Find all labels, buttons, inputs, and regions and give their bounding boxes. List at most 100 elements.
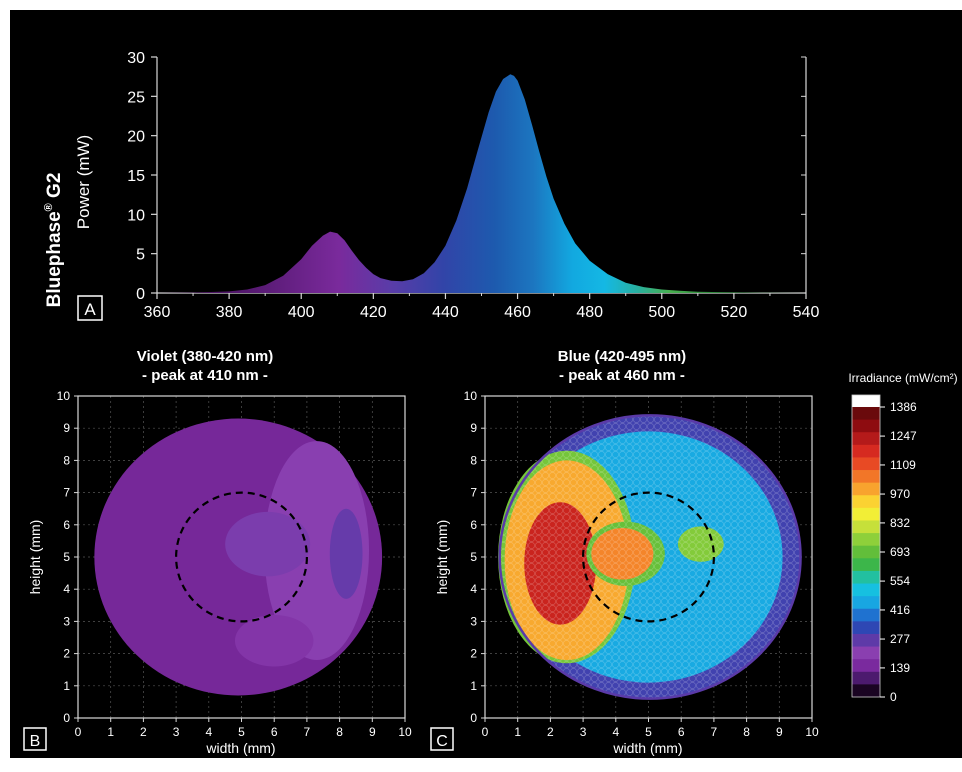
spectrum-xtick-label: 360 xyxy=(144,304,171,321)
colorbar-title: Irradiance (mW/cm²) xyxy=(848,371,957,385)
spectrum-ylabel: Power (mW) xyxy=(74,135,93,229)
violet-subtitle: - peak at 410 nm - xyxy=(142,367,268,384)
spectrum-xtick-label: 460 xyxy=(504,304,531,321)
colorbar-cell xyxy=(852,444,880,458)
spectrum-ytick-label: 10 xyxy=(127,207,145,224)
spectrum-xtick-label: 540 xyxy=(793,304,820,321)
ytick-label: 1 xyxy=(63,679,70,693)
spectrum-ytick-label: 25 xyxy=(127,89,145,106)
blue-heatmap-panel: Blue (420-495 nm) - peak at 460 nm - 0 1 2… xyxy=(430,348,819,756)
spectrum-ytick-label: 0 xyxy=(136,286,145,303)
spectrum-ytick-label: 15 xyxy=(127,168,145,185)
ytick-label: 6 xyxy=(470,518,477,532)
panel-b-box xyxy=(23,727,47,751)
colorbar-cell xyxy=(852,596,880,610)
colorbar-tick-label: 1109 xyxy=(890,458,916,472)
ytick-label: 0 xyxy=(63,711,70,725)
ytick-label: 5 xyxy=(470,550,477,564)
blue-title: Blue (420-495 nm) xyxy=(558,348,686,365)
irradiance-region xyxy=(234,614,314,667)
figure-canvas: Bluephase® G2 Power (mW) 360 380 400 420 440… xyxy=(10,10,962,758)
xtick-label: 10 xyxy=(805,725,819,739)
violet-heatmap-panel: Violet (380-420 nm) - peak at 410 nm - 0… xyxy=(23,348,412,756)
xtick-label: 3 xyxy=(580,725,587,739)
colorbar-cell xyxy=(852,457,880,471)
ytick-label: 9 xyxy=(63,421,70,435)
irradiance-region xyxy=(264,441,370,661)
xtick-label: 8 xyxy=(743,725,750,739)
irradiance-region xyxy=(329,508,363,599)
spectrum-panel: Bluephase® G2 Power (mW) 360 380 400 420 440… xyxy=(43,50,819,321)
colorbar-scale xyxy=(851,394,881,698)
colorbar-cell xyxy=(852,545,880,559)
ytick-label: 1 xyxy=(470,679,477,693)
panel-label-b: B xyxy=(30,733,41,750)
xtick-label: 2 xyxy=(547,725,554,739)
colorbar-cell xyxy=(852,671,880,685)
xtick-label: 6 xyxy=(271,725,278,739)
ytick-label: 4 xyxy=(63,582,70,596)
device-name: Bluephase xyxy=(44,211,65,307)
ytick-label: 8 xyxy=(470,453,477,467)
colorbar-tick-label: 416 xyxy=(890,603,910,617)
colorbar-frame xyxy=(851,394,881,698)
xtick-label: 5 xyxy=(238,725,245,739)
colorbar-overflow xyxy=(852,395,880,407)
colorbar-cell xyxy=(852,482,880,496)
colorbar-cell xyxy=(852,419,880,433)
spectrum-xtick-label: 440 xyxy=(432,304,459,321)
spectrum-area xyxy=(157,74,806,293)
blue-xlabel: width (mm) xyxy=(612,740,682,756)
panel-label-a: A xyxy=(84,300,96,319)
ytick-label: 7 xyxy=(470,486,477,500)
device-model: G2 xyxy=(44,173,65,204)
violet-beam-map xyxy=(78,396,405,718)
colorbar-cell xyxy=(852,533,880,547)
xtick-label: 1 xyxy=(107,725,114,739)
ytick-label: 4 xyxy=(470,582,477,596)
xtick-label: 2 xyxy=(140,725,147,739)
blue-beam-map xyxy=(485,396,812,718)
colorbar-cell xyxy=(852,583,880,597)
colorbar-tick-label: 0 xyxy=(890,690,897,704)
svg-text:Bluephase® G2: Bluephase® G2 xyxy=(43,173,65,308)
colorbar-cell xyxy=(852,507,880,521)
colorbar-tick-label: 693 xyxy=(890,545,910,559)
spectrum-xtick-label: 400 xyxy=(288,304,315,321)
xtick-label: 3 xyxy=(173,725,180,739)
irradiance-region xyxy=(225,511,311,577)
ytick-label: 0 xyxy=(470,711,477,725)
xtick-label: 7 xyxy=(711,725,718,739)
ytick-label: 10 xyxy=(464,389,478,403)
led-bead-texture xyxy=(499,415,801,699)
ytick-label: 7 xyxy=(63,486,70,500)
colorbar-tick-label: 1386 xyxy=(890,400,917,414)
xtick-label: 1 xyxy=(514,725,521,739)
colorbar-cell xyxy=(852,495,880,509)
spectrum-ytick-label: 5 xyxy=(136,247,145,264)
spectrum-ytick-label: 20 xyxy=(127,129,145,146)
ytick-label: 10 xyxy=(57,389,71,403)
colorbar-cell xyxy=(852,659,880,673)
colorbar-cell xyxy=(852,633,880,648)
violet-xlabel: width (mm) xyxy=(205,740,275,756)
irradiance-colorbar: Irradiance (mW/cm²) 0 139 277 416 554 693 832 9… xyxy=(848,371,957,704)
colorbar-ticks: 0 139 277 416 554 693 832 970 1109 1247 1386 xyxy=(880,400,917,704)
ytick-label: 3 xyxy=(63,614,70,628)
xtick-label: 4 xyxy=(612,725,619,739)
colorbar-cell xyxy=(852,621,880,635)
violet-ylabel: height (mm) xyxy=(27,520,43,595)
colorbar-cell xyxy=(852,558,880,572)
xtick-label: 4 xyxy=(205,725,212,739)
colorbar-cell xyxy=(852,407,880,421)
ytick-label: 2 xyxy=(470,647,477,661)
figure-svg: Bluephase® G2 Power (mW) 360 380 400 420 440… xyxy=(23,50,958,756)
beam-edge xyxy=(498,414,802,700)
spectrum-xtick-label: 520 xyxy=(721,304,748,321)
spectrum-axes: 360 380 400 420 440 460 480 500 520 540 0 5 10 15 20 25… xyxy=(127,50,819,321)
registered-mark: ® xyxy=(43,203,55,211)
ytick-label: 2 xyxy=(63,647,70,661)
xtick-label: 10 xyxy=(398,725,412,739)
ytick-label: 8 xyxy=(63,453,70,467)
colorbar-tick-label: 139 xyxy=(890,661,910,675)
